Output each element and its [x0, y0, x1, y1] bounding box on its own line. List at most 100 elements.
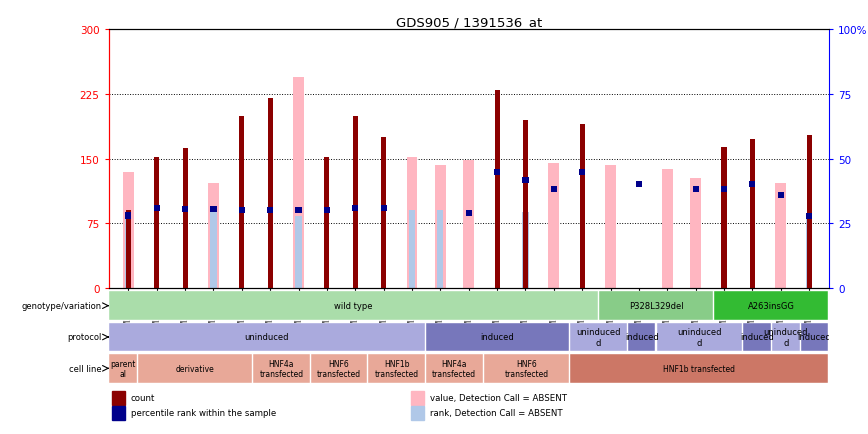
Text: parent
al: parent al: [110, 359, 135, 378]
Text: induced: induced: [625, 333, 659, 342]
Bar: [580, 125, 585, 288]
Bar: [210, 211, 216, 288]
Bar: [109, 323, 425, 352]
Bar: [311, 354, 367, 383]
Bar: [483, 354, 569, 383]
Bar: [253, 354, 310, 383]
Bar: [240, 116, 245, 288]
Bar: [464, 161, 474, 288]
Bar: [381, 138, 386, 288]
Bar: [380, 205, 387, 211]
Bar: [112, 406, 125, 420]
Text: induced: induced: [798, 333, 832, 342]
Text: HNF6
transfected: HNF6 transfected: [504, 359, 549, 378]
Text: induced: induced: [740, 333, 773, 342]
Text: uninduced
d: uninduced d: [764, 328, 808, 347]
Bar: [109, 354, 137, 383]
Bar: [635, 182, 642, 188]
Bar: [352, 205, 358, 211]
Bar: [126, 211, 131, 288]
Bar: [570, 323, 627, 352]
Bar: [267, 99, 273, 288]
Bar: [800, 323, 828, 352]
Bar: [494, 169, 500, 175]
Text: value, Detection Call = ABSENT: value, Detection Call = ABSENT: [430, 394, 567, 403]
Bar: [409, 211, 415, 288]
Bar: [628, 323, 655, 352]
Text: cell line: cell line: [69, 364, 102, 373]
Bar: [693, 186, 699, 192]
Bar: [656, 323, 742, 352]
Bar: [549, 164, 559, 288]
Bar: [690, 178, 701, 288]
Bar: [125, 213, 131, 219]
Text: rank, Detection Call = ABSENT: rank, Detection Call = ABSENT: [430, 408, 562, 418]
Bar: [267, 208, 273, 214]
Bar: [411, 406, 424, 420]
Text: A263insGG: A263insGG: [748, 302, 795, 310]
Text: protocol: protocol: [67, 333, 102, 342]
Text: HNF1b transfected: HNF1b transfected: [663, 364, 735, 373]
Bar: [599, 292, 713, 320]
Bar: [295, 208, 302, 214]
Text: HNF4a
transfected: HNF4a transfected: [432, 359, 477, 378]
Bar: [182, 149, 187, 288]
Bar: [806, 135, 812, 288]
Bar: [579, 169, 585, 175]
Bar: [720, 186, 727, 192]
Bar: [806, 220, 812, 288]
Bar: [775, 183, 786, 288]
Bar: [435, 165, 446, 288]
Bar: [112, 391, 125, 405]
Bar: [123, 172, 134, 288]
Text: derivative: derivative: [175, 364, 214, 373]
Bar: [109, 292, 598, 320]
Bar: [352, 116, 358, 288]
Bar: [662, 170, 673, 288]
Bar: [239, 208, 245, 214]
Bar: [182, 206, 188, 212]
Bar: [749, 182, 755, 188]
Bar: [772, 323, 799, 352]
Bar: [426, 323, 569, 352]
Bar: [324, 208, 330, 214]
Text: wild type: wild type: [334, 302, 372, 310]
Title: GDS905 / 1391536_at: GDS905 / 1391536_at: [396, 16, 542, 29]
Text: count: count: [131, 394, 155, 403]
Text: uninduced
d: uninduced d: [677, 328, 721, 347]
Bar: [295, 217, 302, 288]
Bar: [605, 165, 616, 288]
Bar: [750, 139, 755, 288]
Bar: [293, 78, 304, 288]
Bar: [523, 213, 529, 288]
Bar: [523, 121, 528, 288]
Bar: [495, 91, 500, 288]
Bar: [325, 158, 330, 288]
Bar: [570, 354, 828, 383]
Bar: [550, 186, 557, 192]
Text: HNF6
transfected: HNF6 transfected: [317, 359, 361, 378]
Bar: [523, 178, 529, 184]
Text: percentile rank within the sample: percentile rank within the sample: [131, 408, 276, 418]
Bar: [806, 214, 812, 220]
Bar: [714, 292, 828, 320]
Bar: [743, 323, 771, 352]
Bar: [778, 192, 784, 198]
Text: induced: induced: [481, 333, 515, 342]
Bar: [155, 158, 159, 288]
Text: HNF4a
transfected: HNF4a transfected: [260, 359, 304, 378]
Bar: [154, 205, 160, 211]
Bar: [368, 354, 425, 383]
Bar: [208, 183, 219, 288]
Bar: [125, 217, 131, 288]
Bar: [426, 354, 483, 383]
Bar: [138, 354, 252, 383]
Text: HNF1b
transfected: HNF1b transfected: [375, 359, 418, 378]
Text: P328L329del: P328L329del: [628, 302, 683, 310]
Text: uninduced: uninduced: [245, 333, 289, 342]
Bar: [721, 148, 727, 288]
Text: uninduced
d: uninduced d: [576, 328, 621, 347]
Bar: [406, 158, 418, 288]
Bar: [210, 207, 216, 213]
Bar: [465, 210, 472, 217]
